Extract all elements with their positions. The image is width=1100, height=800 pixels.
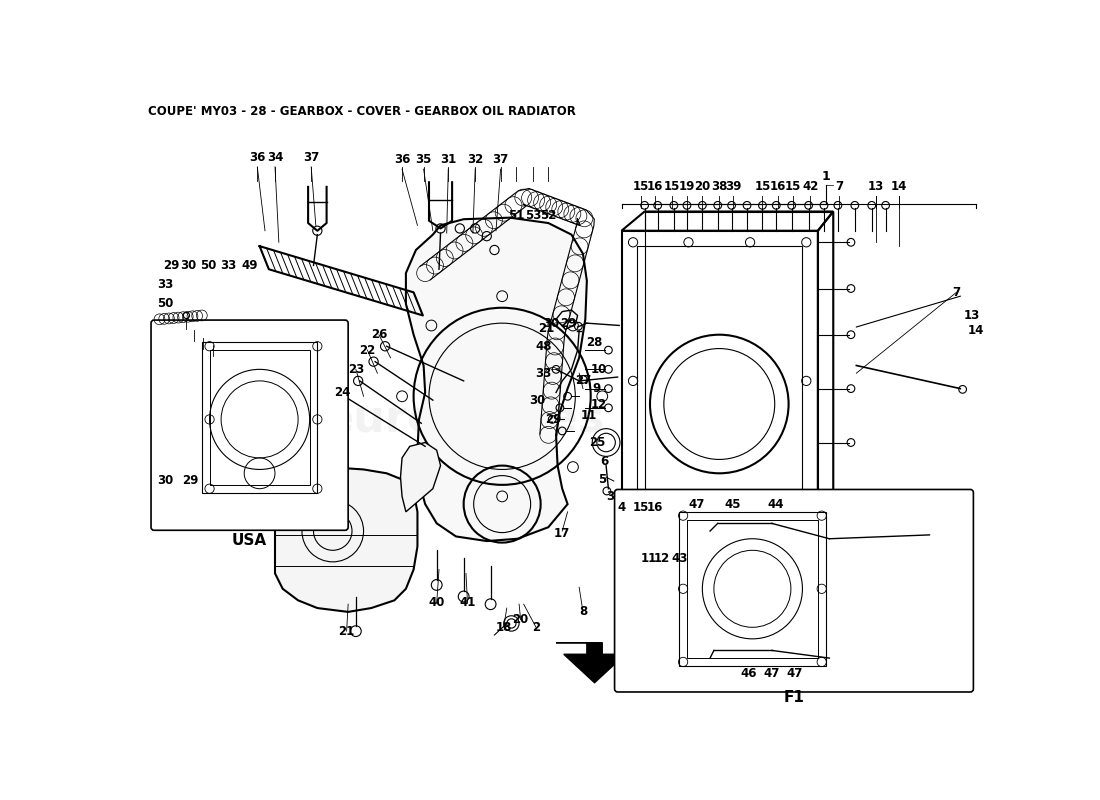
Text: 30: 30: [543, 317, 560, 330]
Text: 36: 36: [249, 151, 265, 164]
Text: 38: 38: [711, 180, 727, 194]
Text: 35: 35: [416, 153, 432, 166]
Text: 1: 1: [822, 170, 829, 183]
Text: 27: 27: [575, 374, 591, 387]
Text: 20: 20: [513, 613, 529, 626]
Text: 2: 2: [532, 621, 540, 634]
Text: 36: 36: [394, 153, 410, 166]
Text: 13: 13: [964, 309, 980, 322]
Text: 30: 30: [529, 394, 546, 406]
Text: 46: 46: [740, 667, 757, 680]
Text: 16: 16: [770, 180, 786, 194]
Text: 8: 8: [579, 606, 587, 618]
Bar: [621, 230, 818, 531]
Text: 47: 47: [763, 667, 780, 680]
Text: F1: F1: [783, 690, 804, 706]
Text: 13: 13: [868, 180, 883, 194]
Text: 53: 53: [525, 209, 541, 222]
Text: USA: USA: [232, 534, 267, 548]
Text: 21: 21: [339, 625, 354, 638]
Text: 49: 49: [241, 259, 257, 272]
Bar: [202, 342, 318, 493]
Text: 29: 29: [163, 259, 179, 272]
FancyBboxPatch shape: [615, 490, 974, 692]
Bar: [645, 211, 834, 496]
FancyBboxPatch shape: [151, 320, 348, 530]
Text: 19: 19: [679, 180, 695, 194]
Text: 20: 20: [694, 180, 711, 194]
Bar: [680, 512, 825, 666]
Text: 15: 15: [785, 180, 802, 194]
Text: 11: 11: [581, 409, 596, 422]
Text: 4: 4: [617, 502, 626, 514]
Text: 15: 15: [755, 180, 771, 194]
Text: 33: 33: [157, 278, 173, 291]
Text: 47: 47: [786, 667, 803, 680]
Text: 47: 47: [689, 498, 705, 510]
Text: eurospares: eurospares: [323, 398, 604, 441]
Polygon shape: [556, 642, 625, 682]
Text: 42: 42: [802, 180, 818, 194]
Text: 41: 41: [460, 596, 475, 609]
Text: 33: 33: [536, 366, 552, 380]
Text: 15: 15: [663, 180, 680, 194]
Text: 40: 40: [429, 596, 444, 609]
Text: 50: 50: [156, 298, 173, 310]
Text: 10: 10: [591, 363, 606, 376]
Text: COUPE' MY03 - 28 - GEARBOX - COVER - GEARBOX OIL RADIATOR: COUPE' MY03 - 28 - GEARBOX - COVER - GEA…: [147, 106, 575, 118]
Text: 5: 5: [598, 473, 606, 486]
Text: 15: 15: [632, 502, 649, 514]
Text: 6: 6: [601, 455, 608, 468]
Polygon shape: [400, 442, 440, 512]
Text: 7: 7: [835, 180, 844, 194]
Text: 18: 18: [495, 621, 512, 634]
Text: 26: 26: [371, 328, 387, 341]
Text: 7: 7: [953, 286, 960, 299]
Text: 34: 34: [267, 151, 283, 164]
Text: 24: 24: [333, 386, 350, 399]
Polygon shape: [275, 468, 418, 612]
Text: 29: 29: [183, 474, 198, 487]
Text: 48: 48: [536, 340, 552, 353]
Text: 16: 16: [647, 180, 663, 194]
Text: 39: 39: [725, 180, 741, 194]
Text: 43: 43: [671, 551, 688, 565]
Text: eurospares: eurospares: [621, 536, 814, 565]
Text: 50: 50: [200, 259, 217, 272]
Text: 30: 30: [180, 259, 196, 272]
Text: 28: 28: [586, 336, 603, 349]
Text: 37: 37: [304, 151, 319, 164]
Text: 12: 12: [591, 398, 606, 410]
Text: 32: 32: [468, 153, 483, 166]
Text: 15: 15: [632, 180, 649, 194]
Text: 12: 12: [654, 551, 670, 565]
Text: 3: 3: [606, 490, 614, 503]
Text: 17: 17: [554, 527, 570, 540]
Text: 25: 25: [588, 436, 605, 449]
Text: 14: 14: [891, 180, 906, 194]
Bar: [637, 246, 803, 516]
Text: 11: 11: [640, 551, 657, 565]
Text: 30: 30: [157, 474, 173, 487]
Text: 52: 52: [540, 209, 557, 222]
Text: 51: 51: [508, 209, 525, 222]
Text: 22: 22: [360, 344, 375, 357]
Text: 29: 29: [544, 413, 561, 426]
Text: 16: 16: [647, 502, 663, 514]
Text: 21: 21: [538, 322, 554, 335]
Text: 23: 23: [348, 363, 364, 376]
Text: 33: 33: [221, 259, 236, 272]
Bar: [686, 519, 818, 658]
Text: 37: 37: [493, 153, 508, 166]
Text: 9: 9: [592, 382, 601, 395]
Polygon shape: [406, 218, 587, 541]
Text: 44: 44: [768, 498, 783, 510]
Text: 14: 14: [968, 324, 983, 338]
Text: 45: 45: [725, 498, 741, 510]
Text: 29: 29: [560, 317, 576, 330]
Bar: [209, 350, 310, 485]
Text: 31: 31: [440, 153, 456, 166]
